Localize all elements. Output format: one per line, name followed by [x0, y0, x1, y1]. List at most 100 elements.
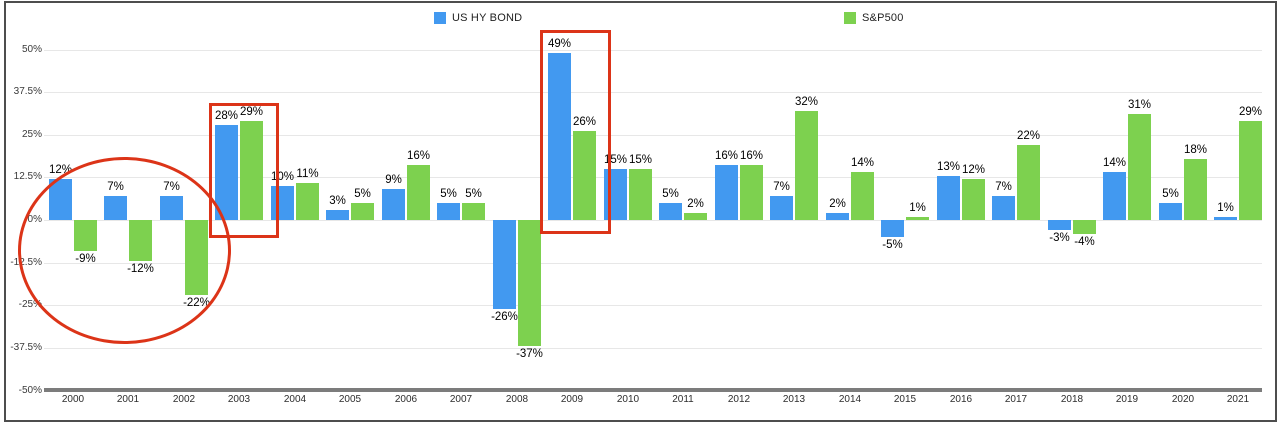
bar-value-label: 16% — [739, 150, 764, 163]
bar-value-label: 11% — [296, 167, 319, 180]
y-axis-tick-label: 12.5% — [13, 171, 42, 182]
bar-sp500-2015 — [906, 216, 929, 220]
x-axis-label: 2021 — [1226, 394, 1250, 405]
gridline — [44, 348, 1262, 349]
bar-value-label: 5% — [1162, 187, 1179, 200]
bar-sp500-2017 — [1017, 145, 1040, 220]
x-axis-label: 2010 — [616, 394, 640, 405]
y-axis-tick-label: -50% — [18, 385, 42, 396]
x-axis-label: 2004 — [283, 394, 307, 405]
bar-value-label: 26% — [572, 116, 597, 129]
annotation-rect-1 — [209, 103, 279, 238]
bar-us-hy-bond-2014 — [826, 213, 849, 220]
bar-sp500-2016 — [962, 179, 985, 220]
x-axis-label: 2017 — [1004, 394, 1028, 405]
x-axis-label: 2009 — [560, 394, 584, 405]
bar-sp500-2013 — [795, 110, 818, 220]
y-axis-tick-label: -25% — [18, 299, 42, 310]
bar-value-label: 31% — [1127, 99, 1152, 112]
bar-sp500-2006 — [407, 165, 430, 220]
bar-us-hy-bond-2009 — [548, 52, 571, 220]
bar-value-label: 1% — [909, 201, 926, 214]
bar-value-label: 7% — [995, 181, 1012, 194]
bar-value-label: 28% — [214, 109, 239, 122]
bar-value-label: 18% — [1183, 143, 1208, 156]
bar-value-label: -26% — [491, 310, 518, 323]
bar-sp500-2007 — [462, 202, 485, 220]
x-axis-label: 2011 — [672, 394, 694, 405]
y-axis-tick-label: 37.5% — [13, 86, 42, 97]
x-axis-label: 2002 — [172, 394, 196, 405]
bar-us-hy-bond-2015 — [881, 220, 904, 238]
bar-us-hy-bond-2003 — [215, 124, 238, 220]
bar-value-label: 49% — [547, 37, 572, 50]
bar-value-label: -5% — [882, 239, 903, 252]
legend-label-sp500: S&P500 — [862, 12, 904, 24]
bar-sp500-2008 — [518, 220, 541, 347]
bar-value-label: 32% — [794, 95, 819, 108]
bar-value-label: 22% — [1016, 130, 1041, 142]
bar-us-hy-bond-2005 — [326, 209, 349, 220]
bar-sp500-2021 — [1239, 121, 1262, 220]
bar-us-hy-bond-2008 — [493, 220, 516, 309]
legend-item-sp500: S&P500 — [844, 12, 904, 24]
bar-sp500-2003 — [240, 121, 263, 220]
bar-value-label: 12% — [961, 164, 986, 177]
bar-value-label: 16% — [714, 150, 739, 163]
bar-value-label: -37% — [516, 348, 543, 361]
x-axis-label: 2006 — [394, 394, 418, 405]
x-axis-label: 2018 — [1060, 394, 1084, 405]
legend-swatch-green-icon — [844, 12, 856, 24]
legend-swatch-blue-icon — [434, 12, 446, 24]
bar-us-hy-bond-2012 — [715, 165, 738, 220]
bar-us-hy-bond-2021 — [1214, 216, 1237, 220]
bar-us-hy-bond-2007 — [437, 202, 460, 220]
gridline — [44, 50, 1262, 51]
x-axis-label: 2005 — [338, 394, 362, 405]
x-axis-label: 2016 — [949, 394, 973, 405]
bar-sp500-2012 — [740, 165, 763, 220]
bar-us-hy-bond-2016 — [937, 175, 960, 220]
bar-value-label: -3% — [1049, 232, 1070, 245]
x-axis-label: 2019 — [1115, 394, 1139, 405]
x-axis-label: 2015 — [893, 394, 917, 405]
bar-us-hy-bond-2006 — [382, 189, 405, 220]
annotation-ellipse-0 — [18, 157, 231, 344]
bar-value-label: 5% — [465, 187, 482, 200]
bar-value-label: 13% — [936, 160, 961, 173]
annotation-rect-2 — [540, 30, 611, 234]
gridline — [44, 220, 1262, 221]
gridline — [44, 305, 1262, 306]
x-axis-label: 2007 — [449, 394, 473, 405]
bar-value-label: 5% — [440, 187, 457, 200]
bar-us-hy-bond-2020 — [1159, 202, 1182, 220]
x-axis-label: 2013 — [782, 394, 806, 405]
gridline — [44, 263, 1262, 264]
bar-value-label: 14% — [1102, 157, 1127, 170]
bar-value-label: 2% — [829, 198, 846, 211]
x-axis-line — [44, 388, 1262, 392]
x-axis-label: 2003 — [227, 394, 251, 405]
bar-value-label: 2% — [687, 198, 704, 211]
bar-value-label: 14% — [850, 157, 875, 170]
bar-value-label: 7% — [773, 181, 790, 194]
bar-us-hy-bond-2018 — [1048, 220, 1071, 231]
x-axis-label: 2001 — [116, 394, 140, 405]
gridline — [44, 92, 1262, 93]
bar-value-label: 29% — [239, 106, 264, 119]
legend-label-us-hy-bond: US HY BOND — [452, 12, 523, 24]
bar-value-label: 16% — [406, 150, 431, 163]
bar-sp500-2011 — [684, 213, 707, 220]
bar-us-hy-bond-2019 — [1103, 172, 1126, 220]
bar-value-label: 5% — [354, 187, 371, 200]
legend-item-us-hy-bond: US HY BOND — [434, 12, 522, 24]
bar-value-label: 15% — [628, 153, 653, 166]
bar-us-hy-bond-2017 — [992, 196, 1015, 220]
y-axis-tick-label: 25% — [21, 129, 42, 140]
x-axis-label: 2012 — [727, 394, 751, 405]
bar-sp500-2018 — [1073, 220, 1096, 234]
bar-value-label: 3% — [329, 194, 346, 207]
bar-value-label: 9% — [385, 174, 402, 187]
bar-value-label: -4% — [1074, 235, 1095, 248]
